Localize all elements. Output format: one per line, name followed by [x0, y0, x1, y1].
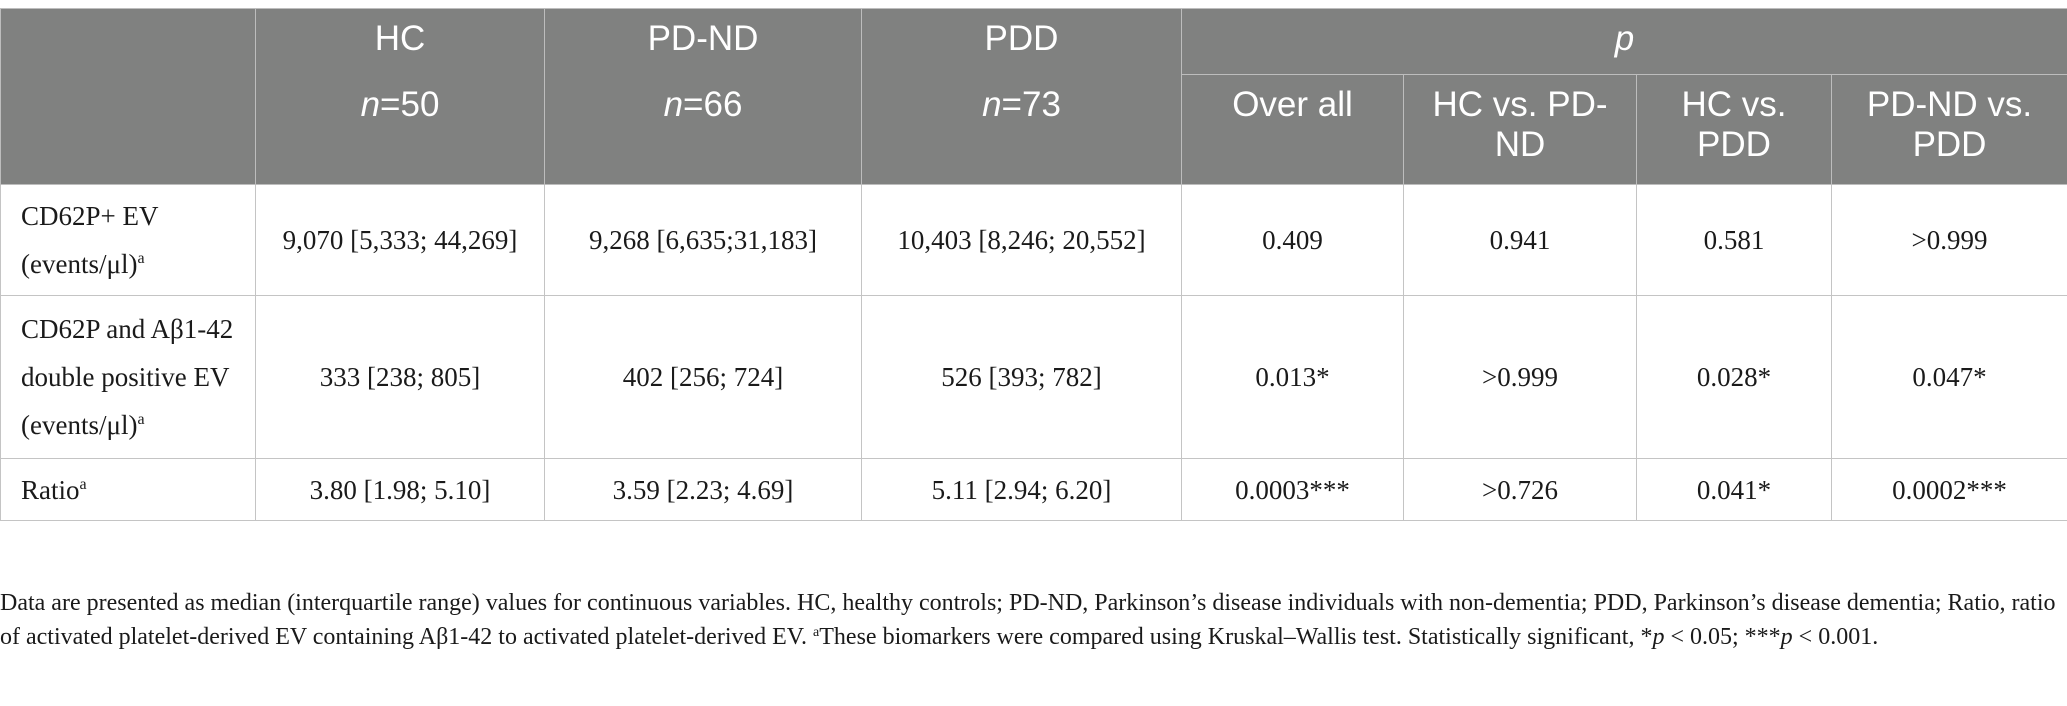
header-pdnd-n: n=66	[663, 85, 743, 124]
results-table-container: HC n=50 PD-ND n=66 PDD n=73 p Over all H…	[0, 8, 2067, 521]
header-hc-vs-pdnd: HC vs. PD-ND	[1403, 74, 1637, 185]
footnote-test-note: These biomarkers were compared using Kru…	[819, 624, 1653, 650]
header-row-1: HC n=50 PD-ND n=66 PDD n=73 p	[0, 8, 2067, 185]
cell-p-hc-vs-pdd: 0.581	[1636, 184, 1832, 296]
results-table: HC n=50 PD-ND n=66 PDD n=73 p Over all H…	[0, 8, 2067, 521]
footnote-p1: p	[1652, 624, 1665, 650]
cell-pdd: 10,403 [8,246; 20,552]	[861, 184, 1182, 296]
cell-pdd: 5.11 [2.94; 6.20]	[861, 458, 1182, 521]
header-hc-name: HC	[374, 19, 426, 58]
cell-p-pdnd-vs-pdd: 0.047*	[1830, 295, 2067, 459]
row-label: Ratioa	[0, 458, 256, 521]
header-pdnd-vs-pdd: PD-ND vs. PDD	[1830, 74, 2067, 185]
header-hc-vs-pdd: HC vs. PDD	[1636, 74, 1832, 185]
cell-p-overall: 0.0003***	[1181, 458, 1404, 521]
cell-hc: 9,070 [5,333; 44,269]	[255, 184, 545, 296]
cell-hc: 333 [238; 805]	[255, 295, 545, 459]
row-label: CD62P and Aβ1-42 double positive EV (eve…	[0, 295, 256, 459]
header-pdd-name: PDD	[984, 19, 1059, 58]
header-p-label: p	[1614, 19, 1635, 58]
cell-pdnd: 3.59 [2.23; 4.69]	[544, 458, 862, 521]
cell-p-hc-vs-pdd: 0.041*	[1636, 458, 1832, 521]
cell-hc: 3.80 [1.98; 5.10]	[255, 458, 545, 521]
header-empty-cell	[0, 8, 256, 185]
header-hc: HC n=50	[255, 8, 545, 185]
footnote-p2-text: < 0.001.	[1792, 624, 1879, 650]
cell-p-overall: 0.013*	[1181, 295, 1404, 459]
row-label: CD62P+ EV (events/μl)a	[0, 184, 256, 296]
header-pdd: PDD n=73	[861, 8, 1182, 185]
table-row: CD62P and Aβ1-42 double positive EV (eve…	[0, 295, 2067, 459]
header-overall: Over all	[1181, 74, 1404, 185]
header-row-2: Over all HC vs. PD-ND HC vs. PDD PD-ND v…	[1, 74, 2067, 185]
footnote-sup: a	[813, 625, 820, 640]
cell-pdd: 526 [393; 782]	[861, 295, 1182, 459]
table-row: Ratioa 3.80 [1.98; 5.10] 3.59 [2.23; 4.6…	[0, 458, 2067, 521]
header-pdnd-name: PD-ND	[647, 19, 759, 58]
cell-pdnd: 9,268 [6,635;31,183]	[544, 184, 862, 296]
cell-p-hc-vs-pdd: 0.028*	[1636, 295, 1832, 459]
header-hc-n: n=50	[360, 85, 440, 124]
cell-p-hc-vs-pdnd: >0.999	[1403, 295, 1637, 459]
cell-p-hc-vs-pdnd: >0.726	[1403, 458, 1637, 521]
footnote-p2: p	[1780, 624, 1793, 650]
header-pdnd: PD-ND n=66	[544, 8, 862, 185]
footnote-p1-text: < 0.05; ***	[1664, 624, 1781, 650]
footnote-main: Data are presented as median (interquart…	[0, 590, 2056, 650]
table-footnote: Data are presented as median (interquart…	[0, 586, 2058, 654]
header-p-value: p	[1180, 8, 2067, 75]
cell-p-hc-vs-pdnd: 0.941	[1403, 184, 1637, 296]
cell-p-overall: 0.409	[1181, 184, 1404, 296]
cell-p-pdnd-vs-pdd: >0.999	[1830, 184, 2067, 296]
header-pdd-n: n=73	[982, 85, 1061, 124]
cell-p-pdnd-vs-pdd: 0.0002***	[1830, 458, 2067, 521]
cell-pdnd: 402 [256; 724]	[544, 295, 862, 459]
table-row: CD62P+ EV (events/μl)a 9,070 [5,333; 44,…	[0, 184, 2067, 296]
